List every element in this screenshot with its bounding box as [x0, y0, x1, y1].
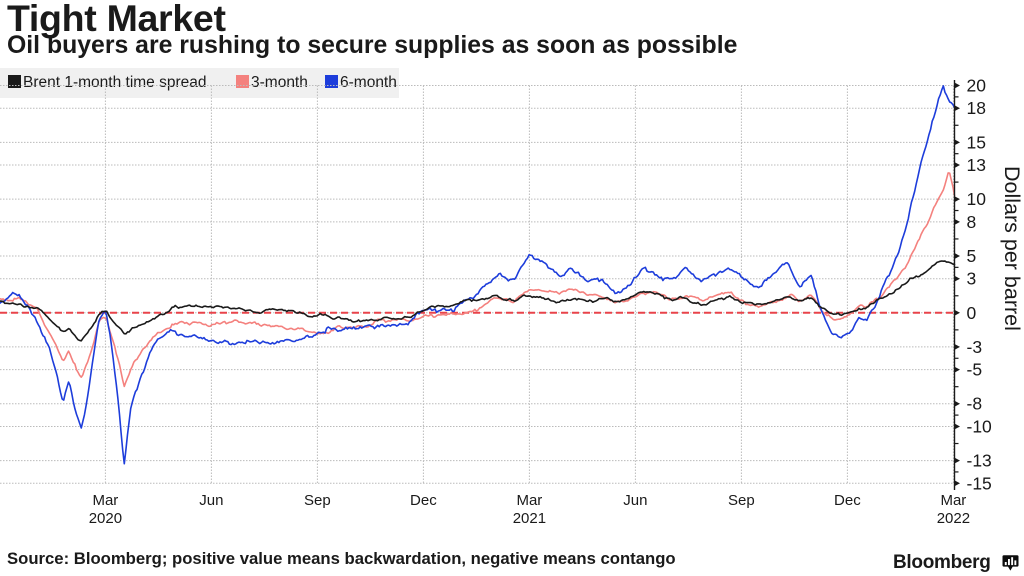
svg-text:Mar: Mar	[940, 492, 966, 509]
svg-text:Jun: Jun	[623, 492, 647, 509]
svg-text:Mar: Mar	[516, 492, 542, 509]
svg-text:8: 8	[967, 212, 977, 232]
svg-text:-3: -3	[967, 337, 983, 357]
svg-text:Dec: Dec	[410, 492, 437, 509]
svg-text:2022: 2022	[937, 510, 970, 527]
svg-text:-15: -15	[967, 473, 992, 493]
svg-text:Mar: Mar	[92, 492, 118, 509]
svg-text:2021: 2021	[513, 510, 546, 527]
svg-text:3: 3	[967, 269, 977, 289]
svg-text:Dec: Dec	[834, 492, 861, 509]
svg-text:15: 15	[967, 132, 986, 152]
svg-text:-5: -5	[967, 360, 983, 380]
svg-text:Jun: Jun	[199, 492, 223, 509]
svg-text:-8: -8	[967, 394, 983, 414]
svg-text:-13: -13	[967, 451, 992, 471]
svg-text:10: 10	[967, 189, 987, 209]
svg-text:18: 18	[967, 98, 986, 118]
svg-text:5: 5	[967, 246, 977, 266]
svg-text:20: 20	[967, 76, 987, 96]
svg-text:Sep: Sep	[728, 492, 755, 509]
svg-text:2020: 2020	[89, 510, 122, 527]
svg-text:-10: -10	[967, 416, 993, 436]
svg-text:13: 13	[967, 155, 986, 175]
svg-text:Sep: Sep	[304, 492, 331, 509]
svg-text:0: 0	[967, 303, 977, 323]
